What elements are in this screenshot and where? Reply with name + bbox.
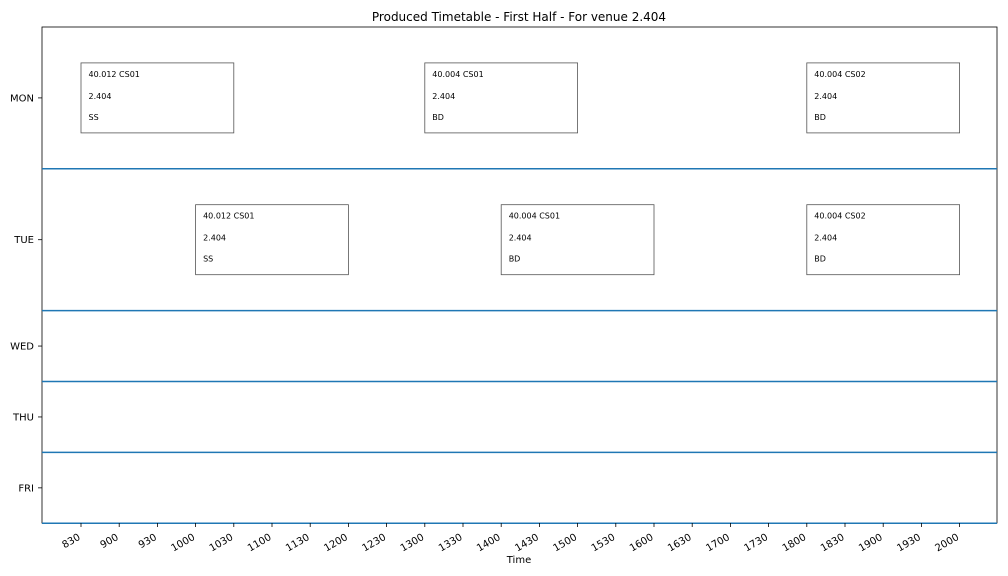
y-tick-label: THU <box>12 412 34 423</box>
x-tick-label: 1030 <box>208 532 236 554</box>
event-venue-label: 2.404 <box>814 234 837 243</box>
event-box[interactable] <box>195 204 349 276</box>
y-tick-label: MON <box>10 93 34 104</box>
event-instructor-label: BD <box>432 113 444 122</box>
x-tick-label: 1230 <box>361 532 389 554</box>
x-tick-label: 1100 <box>246 532 274 554</box>
x-tick-label: 1700 <box>704 532 732 554</box>
chart-title: Produced Timetable - First Half - For ve… <box>372 10 666 24</box>
y-tick-label: TUE <box>13 235 34 246</box>
x-tick-label: 1300 <box>399 532 427 554</box>
event-box[interactable] <box>424 62 578 134</box>
x-tick-label: 1400 <box>475 532 503 554</box>
event-instructor-label: BD <box>509 255 521 264</box>
event-course-label: 40.004 CS01 <box>432 70 483 79</box>
x-tick-label: 1930 <box>895 532 923 554</box>
x-tick-label: 1900 <box>857 532 885 554</box>
event-box[interactable] <box>806 62 960 134</box>
x-tick-label: 1830 <box>819 532 847 554</box>
x-tick-label: 930 <box>137 532 159 551</box>
event-instructor-label: SS <box>89 113 99 122</box>
event-instructor-label: BD <box>814 113 826 122</box>
x-tick-label: 1630 <box>666 532 694 554</box>
y-tick-label: WED <box>10 342 34 353</box>
event-venue-label: 2.404 <box>89 92 112 101</box>
event-course-label: 40.004 CS02 <box>814 70 865 79</box>
x-tick-label: 1600 <box>628 532 656 554</box>
x-tick-label: 1430 <box>513 532 541 554</box>
x-axis-label: Time <box>506 555 531 566</box>
event-venue-label: 2.404 <box>203 234 226 243</box>
event-instructor-label: SS <box>203 255 213 264</box>
event-course-label: 40.012 CS01 <box>89 70 140 79</box>
event-venue-label: 2.404 <box>432 92 455 101</box>
x-tick-label: 1330 <box>437 532 465 554</box>
x-tick-label: 1800 <box>781 532 809 554</box>
event-box[interactable] <box>806 204 960 276</box>
x-tick-label: 900 <box>99 532 121 551</box>
event-course-label: 40.004 CS01 <box>509 212 560 221</box>
event-box[interactable] <box>80 62 235 134</box>
x-tick-label: 1500 <box>552 532 580 554</box>
y-tick-label: FRI <box>18 483 34 494</box>
x-tick-label: 1730 <box>743 532 771 554</box>
x-tick-label: 1130 <box>284 532 312 554</box>
x-tick-label: 1200 <box>322 532 350 554</box>
event-venue-label: 2.404 <box>814 92 837 101</box>
plot-area: MON TUE WED THU FRI 830 900 930 1000 1030 1100 1130… <box>10 26 998 554</box>
event-venue-label: 2.404 <box>509 234 532 243</box>
x-tick-label: 1000 <box>170 532 198 554</box>
event-box[interactable] <box>500 204 655 276</box>
event-course-label: 40.012 CS01 <box>203 212 254 221</box>
x-tick-label: 1530 <box>590 532 618 554</box>
event-course-label: 40.004 CS02 <box>814 212 865 221</box>
x-tick-label: 2000 <box>934 532 962 554</box>
event-instructor-label: BD <box>814 255 826 264</box>
x-tick-label: 830 <box>60 532 82 551</box>
